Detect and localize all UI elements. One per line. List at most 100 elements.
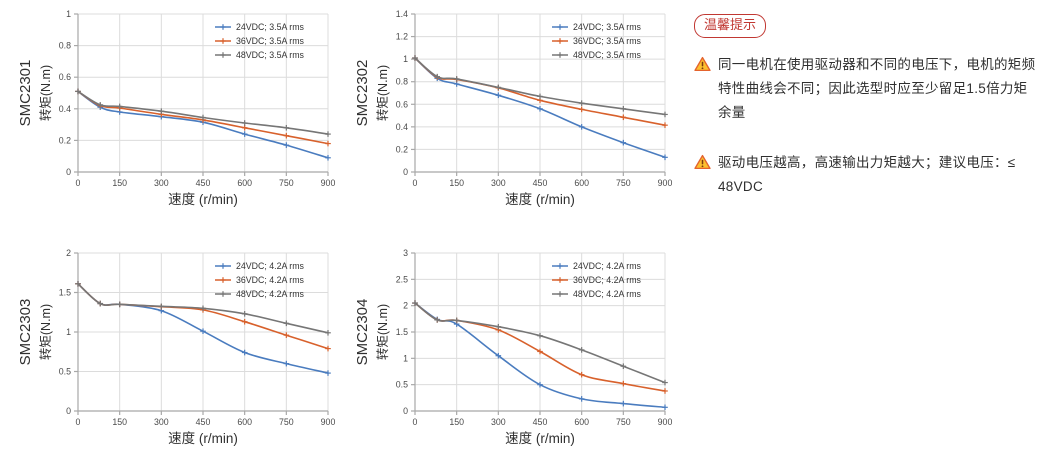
legend: 24VDC; 4.2A rms 36VDC; 4.2A rms 48VDC; 4.2…: [552, 261, 642, 299]
warning-icon: [694, 154, 711, 170]
axes: [411, 252, 666, 415]
svg-text:150: 150: [449, 417, 464, 427]
legend-label: 24VDC; 4.2A rms: [573, 261, 642, 271]
svg-text:0: 0: [76, 178, 81, 188]
model-label: SMC2302: [354, 60, 371, 127]
torque-chart-smc2302: 0 150 300 450 600 750 900 0 0.2 0.4 0.6 0.8 1 1.2 1.4 2…: [337, 0, 682, 232]
series-48vdc: [412, 55, 668, 118]
svg-text:0: 0: [66, 167, 71, 177]
legend-label: 36VDC; 3.5A rms: [573, 36, 642, 46]
model-label: SMC2301: [17, 60, 34, 127]
tick-labels: 0 150 300 450 600 750 900 0 0.5 1 1.5 2: [59, 248, 336, 427]
svg-text:750: 750: [616, 417, 631, 427]
svg-text:450: 450: [196, 178, 211, 188]
svg-text:1.4: 1.4: [396, 9, 408, 19]
svg-text:450: 450: [533, 417, 548, 427]
svg-text:0.8: 0.8: [396, 77, 408, 87]
svg-text:900: 900: [321, 178, 336, 188]
torque-chart-smc2303: 0 150 300 450 600 750 900 0 0.5 1 1.5 2 24VDC; 4.2A …: [0, 239, 345, 465]
svg-text:2.5: 2.5: [396, 274, 408, 284]
axes: [411, 13, 666, 176]
series-48vdc: [75, 281, 331, 336]
chart-svg-smc2303: 0 150 300 450 600 750 900 0 0.5 1 1.5 2 24VDC; 4.2A …: [17, 248, 336, 446]
y-axis-title: 转矩(N.m): [375, 304, 390, 360]
svg-text:150: 150: [112, 178, 127, 188]
legend-label: 24VDC; 4.2A rms: [236, 261, 305, 271]
svg-text:0.2: 0.2: [396, 144, 408, 154]
y-axis-title: 转矩(N.m): [38, 65, 53, 121]
svg-text:750: 750: [279, 178, 294, 188]
svg-text:150: 150: [449, 178, 464, 188]
svg-text:1.2: 1.2: [396, 32, 408, 42]
svg-text:0.2: 0.2: [59, 135, 71, 145]
svg-text:2: 2: [403, 301, 408, 311]
svg-text:900: 900: [658, 417, 673, 427]
y-axis-title: 转矩(N.m): [38, 304, 53, 360]
svg-text:0: 0: [403, 406, 408, 416]
svg-text:0.5: 0.5: [59, 367, 71, 377]
svg-text:450: 450: [196, 417, 211, 427]
svg-text:450: 450: [533, 178, 548, 188]
svg-text:750: 750: [616, 178, 631, 188]
svg-text:750: 750: [279, 417, 294, 427]
note-text: 驱动电压越高，高速输出力矩越大；建议电压：≤ 48VDC: [718, 155, 1016, 195]
tick-labels: 0 150 300 450 600 750 900 0 0.2 0.4 0.6 0.8 1 1.2 1.4: [396, 9, 673, 188]
tips-badge: 温馨提示: [694, 14, 767, 39]
svg-text:1: 1: [66, 9, 71, 19]
chart-svg-smc2302: 0 150 300 450 600 750 900 0 0.2 0.4 0.6 0.8 1 1.2 1.4 2…: [354, 9, 673, 207]
svg-text:1.5: 1.5: [59, 288, 71, 298]
svg-text:0: 0: [413, 417, 418, 427]
svg-text:0.4: 0.4: [396, 122, 408, 132]
svg-text:0: 0: [76, 417, 81, 427]
svg-text:0.5: 0.5: [396, 380, 408, 390]
legend-label: 48VDC; 4.2A rms: [236, 289, 305, 299]
tips-badge-label: 温馨提示: [704, 17, 757, 32]
svg-text:300: 300: [491, 178, 506, 188]
series-48vdc: [412, 300, 668, 386]
svg-text:1: 1: [403, 353, 408, 363]
x-axis-title: 速度 (r/min): [505, 431, 575, 446]
svg-text:1: 1: [66, 327, 71, 337]
chart-svg-smc2301: 0 150 300 450 600 750 900 0 0.2 0.4 0.6 0.8 1 24VDC; …: [17, 9, 336, 207]
model-label: SMC2303: [17, 299, 34, 366]
torque-chart-smc2304: 0 150 300 450 600 750 900 0 0.5 1 1.5 2 2.5 3 24VDC; 4…: [337, 239, 682, 465]
x-axis-title: 速度 (r/min): [505, 192, 575, 207]
legend: 24VDC; 3.5A rms 36VDC; 3.5A rms 48VDC; 3.5…: [215, 22, 305, 60]
legend-label: 48VDC; 4.2A rms: [573, 289, 642, 299]
legend: 24VDC; 3.5A rms 36VDC; 3.5A rms 48VDC; 3.5…: [552, 22, 642, 60]
svg-text:300: 300: [154, 178, 169, 188]
svg-text:0: 0: [403, 167, 408, 177]
legend-label: 48VDC; 3.5A rms: [236, 50, 305, 60]
grid: [77, 13, 329, 173]
legend: 24VDC; 4.2A rms 36VDC; 4.2A rms 48VDC; 4.2…: [215, 261, 305, 299]
svg-text:600: 600: [574, 417, 589, 427]
legend-label: 36VDC; 4.2A rms: [236, 275, 305, 285]
legend-label: 24VDC; 3.5A rms: [573, 22, 642, 32]
note-item: 驱动电压越高，高速输出力矩越大；建议电压：≤ 48VDC: [694, 151, 1039, 199]
legend-label: 36VDC; 4.2A rms: [573, 275, 642, 285]
svg-text:3: 3: [403, 248, 408, 258]
tick-labels: 0 150 300 450 600 750 900 0 0.5 1 1.5 2 2.5 3: [396, 248, 673, 427]
svg-text:600: 600: [237, 178, 252, 188]
chart-svg-smc2304: 0 150 300 450 600 750 900 0 0.5 1 1.5 2 2.5 3 24VDC; 4…: [354, 248, 673, 446]
svg-text:150: 150: [112, 417, 127, 427]
series-48vdc: [75, 88, 331, 137]
note-item: 同一电机在使用驱动器和不同的电压下，电机的矩频特性曲线会不同；因此选型时应至少留…: [694, 53, 1039, 125]
svg-text:300: 300: [154, 417, 169, 427]
svg-text:600: 600: [574, 178, 589, 188]
svg-text:0: 0: [413, 178, 418, 188]
svg-text:0.8: 0.8: [59, 41, 71, 51]
model-label: SMC2304: [354, 299, 371, 366]
tips-panel: 温馨提示 同一电机在使用驱动器和不同的电压下，电机的矩频特性曲线会不同；因此选型…: [694, 14, 1039, 199]
svg-text:900: 900: [658, 178, 673, 188]
svg-text:0.4: 0.4: [59, 104, 71, 114]
note-text: 同一电机在使用驱动器和不同的电压下，电机的矩频特性曲线会不同；因此选型时应至少留…: [718, 57, 1036, 121]
legend-label: 24VDC; 3.5A rms: [236, 22, 305, 32]
svg-text:0.6: 0.6: [59, 72, 71, 82]
torque-chart-smc2301: 0 150 300 450 600 750 900 0 0.2 0.4 0.6 0.8 1 24VDC; …: [0, 0, 345, 232]
svg-text:2: 2: [66, 248, 71, 258]
x-axis-title: 速度 (r/min): [168, 431, 238, 446]
x-axis-title: 速度 (r/min): [168, 192, 238, 207]
svg-text:900: 900: [321, 417, 336, 427]
